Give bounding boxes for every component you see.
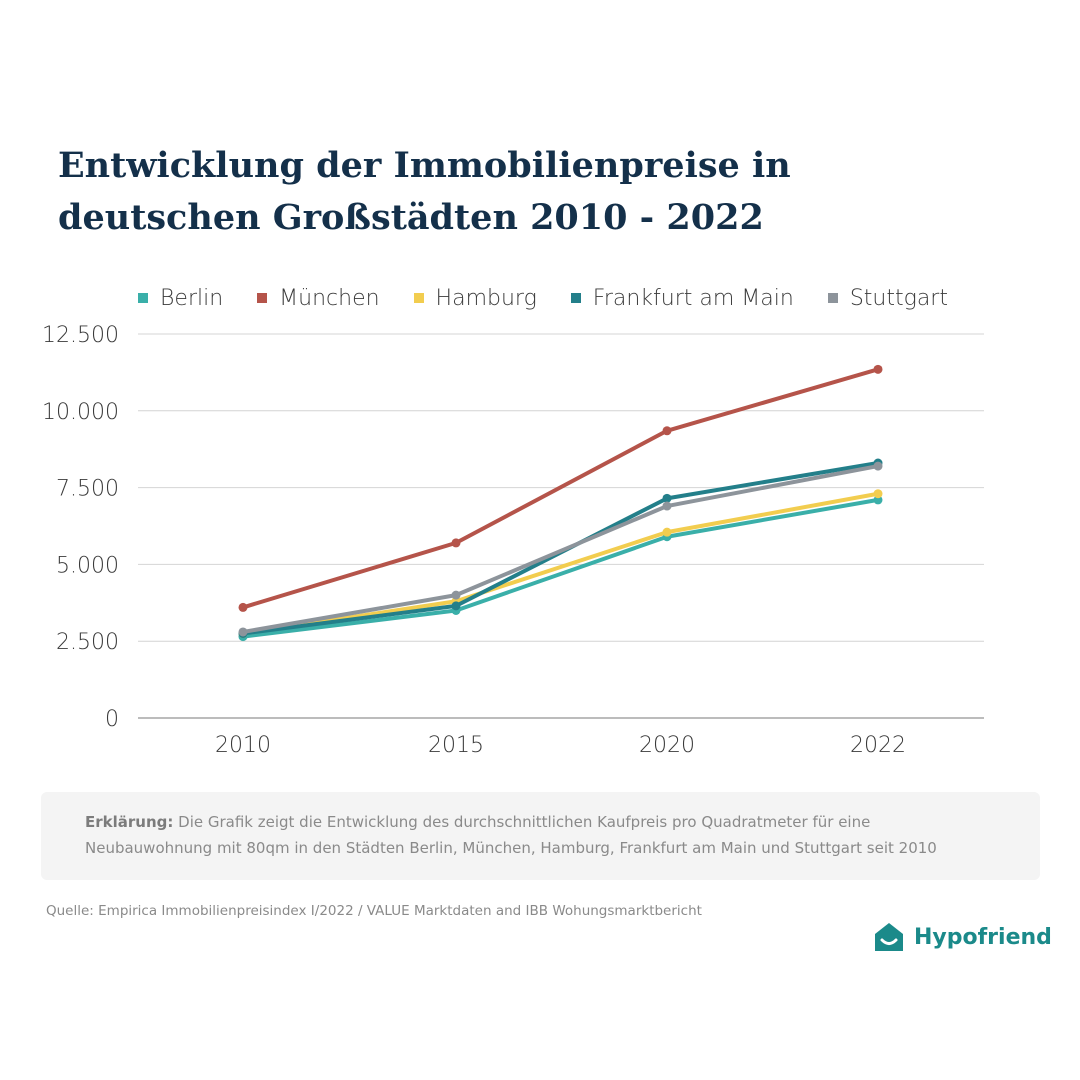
y-tick-label: 5.000 — [56, 553, 119, 578]
legend-label: München — [279, 285, 380, 311]
legend-label: Stuttgart — [849, 285, 948, 311]
series-line — [241, 464, 880, 634]
data-point — [873, 489, 883, 499]
house-smile-icon — [875, 923, 903, 951]
data-point — [451, 538, 461, 548]
series-line — [241, 491, 880, 636]
y-tick-label: 2.500 — [56, 630, 119, 655]
legend-label: Berlin — [160, 285, 224, 311]
data-point — [873, 364, 883, 374]
legend-label: Frankfurt am Main — [592, 285, 794, 311]
chart-title-line-1: Entwicklung der Immobilienpreise in — [58, 145, 791, 186]
explanation-lead: Erklärung: — [85, 813, 174, 831]
legend-item: Berlin — [138, 286, 223, 311]
series-line — [241, 497, 880, 639]
data-point — [662, 527, 672, 537]
legend-item: München — [257, 285, 380, 311]
data-point — [238, 602, 248, 612]
x-tick-label: 2015 — [428, 733, 484, 758]
legend-swatch — [138, 293, 148, 303]
explanation-text: Die Grafik zeigt die Entwicklung des dur… — [85, 813, 937, 857]
legend-swatch — [257, 293, 268, 303]
legend-swatch — [413, 293, 424, 303]
data-point — [451, 590, 461, 600]
data-point — [451, 601, 461, 611]
x-tick-label: 2010 — [215, 733, 271, 758]
data-point — [873, 461, 883, 471]
legend-item: Hamburg — [413, 285, 537, 311]
x-tick-label: 2022 — [850, 733, 906, 758]
legend-item: Stuttgart — [827, 285, 948, 311]
legend-label: Hamburg — [435, 285, 537, 311]
y-tick-label: 0 — [105, 707, 119, 732]
chart-legend: Berlin München Hamburg Frankfurt am Main Stu… — [138, 283, 982, 313]
x-tick-label: 2020 — [639, 733, 695, 758]
legend-swatch — [570, 293, 581, 303]
data-point — [662, 426, 672, 436]
chart-title-line-2: deutschen Großstädten 2010 - 2022 — [58, 197, 764, 238]
y-tick-label: 12.500 — [42, 323, 119, 348]
data-point — [662, 501, 672, 511]
brand-logo: Hypofriend — [872, 918, 1052, 956]
y-tick-label: 10.000 — [42, 400, 119, 425]
series-line — [241, 367, 880, 610]
data-point — [238, 627, 248, 637]
brand-name: Hypofriend — [914, 924, 1052, 950]
legend-item: Frankfurt am Main — [570, 285, 794, 311]
data-point — [662, 493, 672, 503]
explanation-box: Erklärung: Die Grafik zeigt die Entwickl… — [41, 792, 1040, 880]
legend-swatch — [827, 293, 838, 303]
y-tick-label: 7.500 — [56, 477, 119, 502]
chart-title: Entwicklung der Immobilienpreise in deut… — [58, 140, 958, 244]
source-text: Quelle: Empirica Immobilienpreisindex I/… — [46, 903, 702, 919]
